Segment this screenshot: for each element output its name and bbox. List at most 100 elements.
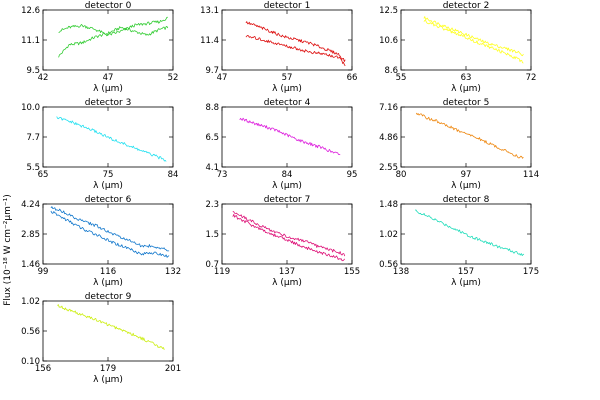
spectrum-line: [57, 304, 165, 350]
panel-detector-1: detector 1 47 57 66 9.7 11.4 13.1 λ (μm): [200, 1, 357, 94]
y-tick-label: 12.5: [379, 6, 398, 16]
x-tick-label: 57: [282, 73, 293, 83]
panel-detector-9: detector 9 156 179 201 0.10 0.56 1.02 λ (μm): [21, 292, 181, 385]
x-tick-label: 63: [461, 73, 472, 83]
x-axis-label: λ (μm): [451, 278, 481, 288]
y-tick-label: 7.16: [379, 103, 398, 113]
plot-frame: [221, 106, 353, 168]
y-tick-label: 4.1: [205, 163, 219, 173]
x-tick-label: 157: [458, 267, 474, 277]
shared-y-axis-label: Flux (10⁻¹⁸ W cm⁻²μm⁻¹): [3, 194, 13, 306]
y-tick-label: 4.24: [21, 200, 40, 210]
x-axis-label: λ (μm): [272, 84, 302, 94]
x-tick-label: 156: [35, 364, 51, 374]
y-tick-label: 12.6: [21, 6, 40, 16]
y-tick-label: 4.86: [379, 133, 398, 143]
x-tick-label: 66: [347, 73, 358, 83]
x-tick-label: 97: [461, 170, 472, 180]
plot-frame: [42, 203, 174, 265]
spectrum-line: [414, 209, 525, 257]
spectrum-line: [58, 16, 168, 37]
spectrum-line: [50, 206, 170, 252]
y-tick-label: 0.56: [379, 260, 398, 270]
y-tick-label: 6.5: [205, 133, 219, 143]
y-tick-label: 9.5: [26, 66, 40, 76]
x-tick-label: 95: [347, 170, 358, 180]
x-tick-label: 137: [279, 267, 295, 277]
panel-title: detector 6: [85, 195, 132, 205]
x-tick-label: 155: [344, 267, 360, 277]
panel-title: detector 3: [85, 98, 132, 108]
x-tick-label: 72: [526, 73, 537, 83]
x-tick-label: 52: [168, 73, 179, 83]
panel-title: detector 5: [443, 98, 490, 108]
y-tick-label: 1.02: [379, 230, 398, 240]
panel-grid: detector 042 47 529.511.112.6λ (μm)detecto…: [21, 1, 539, 385]
x-axis-label: λ (μm): [272, 278, 302, 288]
y-tick-label: 0.10: [21, 357, 40, 367]
panel-title: detector 2: [443, 1, 490, 11]
y-tick-label: 11.1: [21, 36, 40, 46]
spectrum-line: [58, 25, 169, 58]
x-tick-label: 73: [217, 170, 228, 180]
spectrum-line: [415, 112, 524, 159]
plot-frame: [221, 9, 353, 71]
y-tick-label: 13.1: [200, 6, 219, 16]
x-tick-label: 132: [165, 267, 181, 277]
y-tick-label: 0.7: [205, 260, 219, 270]
spectrum-line: [232, 213, 346, 262]
panel-title: detector 7: [264, 195, 311, 205]
y-tick-label: 8.6: [384, 66, 398, 76]
x-tick-label: 114: [523, 170, 539, 180]
y-tick-label: 5.5: [26, 163, 40, 173]
plot-frame: [42, 300, 174, 362]
panel-title: detector 4: [264, 98, 311, 108]
x-tick-label: 179: [100, 364, 116, 374]
x-tick-label: 42: [38, 73, 49, 83]
y-tick-label: 1.46: [21, 260, 40, 270]
y-tick-label: 2.3: [205, 200, 219, 210]
x-tick-label: 84: [168, 170, 179, 180]
x-axis-label: λ (μm): [93, 181, 123, 191]
y-tick-label: 8.8: [205, 103, 219, 113]
x-tick-label: 99: [38, 267, 49, 277]
spectrum-line: [423, 16, 524, 57]
spectrum-line: [56, 116, 167, 162]
y-tick-label: 7.7: [26, 133, 40, 143]
panel-title: detector 1: [264, 1, 311, 11]
plot-frame: [400, 106, 532, 168]
panel-detector-4: detector 4 73 84 95 4.1 6.5 8.8 λ (μm): [205, 98, 357, 191]
y-tick-label: 10.6: [379, 36, 398, 46]
x-axis-label: λ (μm): [451, 181, 481, 191]
x-axis-label: λ (μm): [272, 181, 302, 191]
x-axis-label: λ (μm): [93, 278, 123, 288]
y-tick-label: 1.02: [21, 297, 40, 307]
spectrum-line: [50, 210, 170, 258]
spectrum-line: [239, 117, 341, 156]
y-tick-label: 2.55: [379, 163, 398, 173]
y-tick-label: 2.85: [21, 230, 40, 240]
x-tick-label: 84: [282, 170, 293, 180]
y-tick-label: 11.4: [200, 36, 219, 46]
spectrum-line: [232, 211, 346, 257]
y-tick-label: 1.48: [379, 200, 398, 210]
x-tick-label: 138: [393, 267, 409, 277]
spectrum-line: [245, 35, 346, 67]
panel-detector-0: detector 0 42 47 52 9.5 11.1 12.6 λ (μm): [21, 1, 178, 94]
panel-detector-2: detector 2 55 63 72 8.6 10.6 12.5 λ (μm): [379, 1, 536, 94]
spectrum-line: [423, 19, 524, 64]
plot-frame: [400, 9, 532, 71]
plot-frame: [221, 203, 353, 265]
y-tick-label: 0.56: [21, 327, 40, 337]
panel-detector-3: detector 3 65 75 84 5.5 7.7 10.0 λ (μm): [21, 98, 178, 191]
x-tick-label: 201: [165, 364, 181, 374]
x-axis-label: λ (μm): [451, 84, 481, 94]
x-tick-label: 116: [100, 267, 116, 277]
spectrum-line: [245, 21, 346, 62]
x-tick-label: 119: [214, 267, 230, 277]
y-tick-label: 10.0: [21, 103, 40, 113]
panel-detector-5: detector 5 80 97 114 2.55 4.86 7.16 λ (μm): [379, 98, 539, 191]
panel-title: detector 9: [85, 292, 132, 302]
panel-detector-7: detector 7 119 137 155 0.7 1.5 2.3 λ (μm): [205, 195, 360, 288]
